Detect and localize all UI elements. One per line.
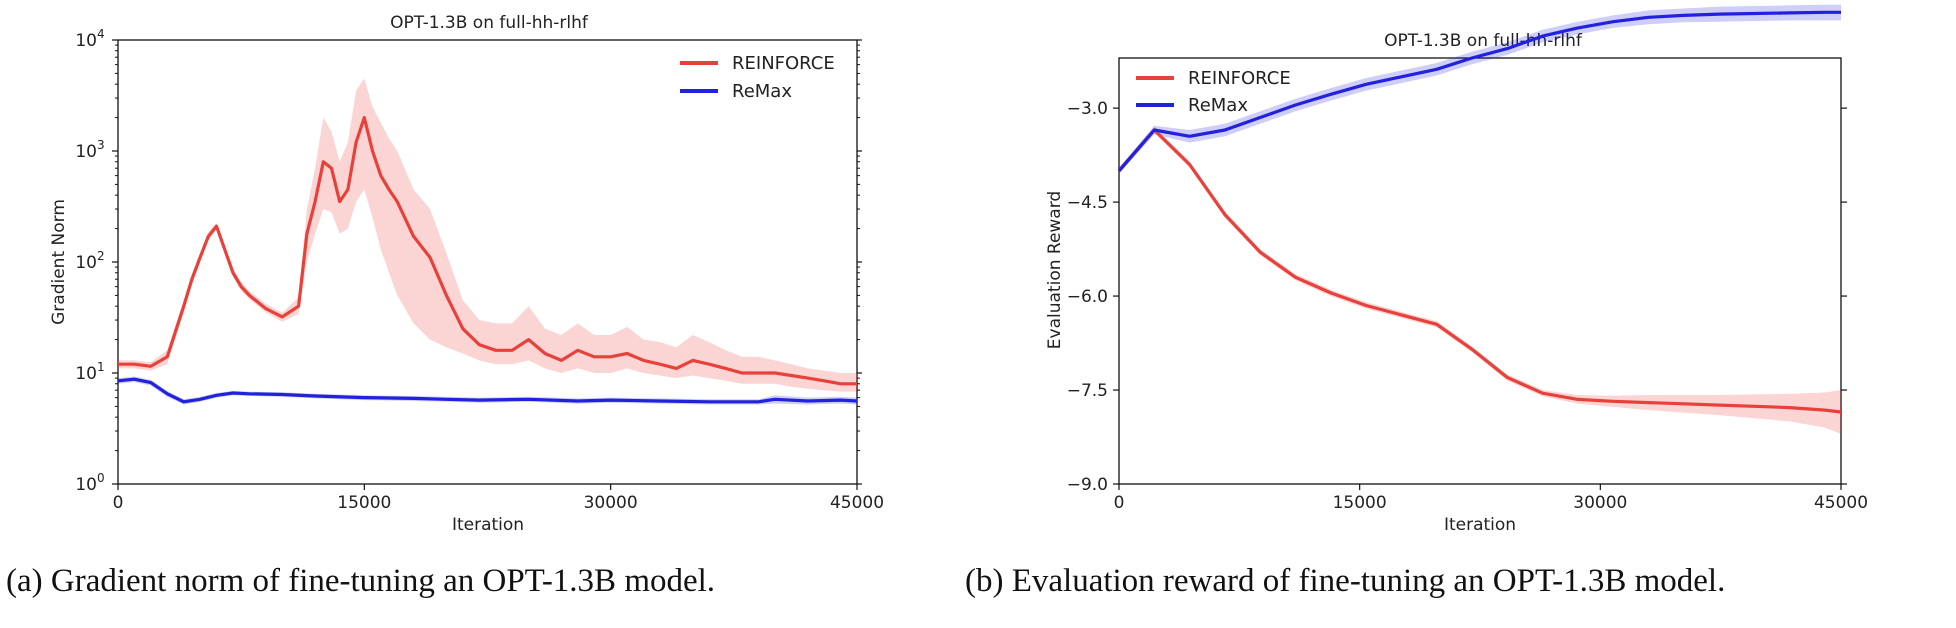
chart-b-ytick-label: −3.0 <box>1067 99 1108 119</box>
chart-a-legend-remax: ReMax <box>732 81 792 102</box>
caption-b: (b) Evaluation reward of fine-tuning an … <box>965 563 1726 599</box>
chart-a-lines <box>117 115 858 404</box>
chart-b-ylabel: Evaluation Reward <box>1045 191 1065 349</box>
chart-b-y-ticks: −3.0 −4.5 −6.0 −7.5 −9.0 <box>1067 99 1847 495</box>
chart-b-ytick-label: −4.5 <box>1067 193 1108 213</box>
chart-b-ytick-label: −6.0 <box>1067 287 1108 307</box>
chart-a-bands <box>118 78 857 405</box>
chart-b-bands <box>1119 4 1841 434</box>
chart-a-line-remax <box>117 377 858 404</box>
chart-b-band-reinforce <box>1119 126 1841 434</box>
chart-b-x-ticks: 0 15000 30000 45000 <box>1114 484 1868 513</box>
chart-b-legend-reinforce: REINFORCE <box>1188 68 1291 89</box>
chart-b-frame <box>1118 57 1842 485</box>
chart-a-xtick-label: 0 <box>113 493 124 513</box>
chart-a-ytick-label: 101 <box>75 360 104 384</box>
chart-a-xtick-label: 30000 <box>584 493 638 513</box>
chart-a-line-reinforce <box>118 115 857 386</box>
chart-b-xlabel: Iteration <box>1444 515 1516 535</box>
chart-b-xtick-label: 15000 <box>1333 493 1387 513</box>
gradient-norm-chart: OPT-1.3B on full-hh-rlhf 0 15000 30000 4500… <box>49 13 884 535</box>
chart-a-band-reinforce <box>118 78 857 392</box>
chart-a-ytick-label: 103 <box>75 138 104 162</box>
chart-a-ytick-label: 100 <box>75 471 104 495</box>
chart-a-ylabel: Gradient Norm <box>49 199 69 325</box>
chart-b-xtick-label: 45000 <box>1814 493 1868 513</box>
chart-a-xlabel: Iteration <box>452 515 524 535</box>
chart-b-xtick-label: 30000 <box>1573 493 1627 513</box>
chart-a-xtick-label: 15000 <box>337 493 391 513</box>
chart-b-lines <box>1117 10 1842 414</box>
chart-a-ytick-label: 102 <box>75 249 104 273</box>
evaluation-reward-chart: OPT-1.3B on full-hh-rlhf 0 15000 30000 4500… <box>1045 4 1868 535</box>
chart-b-line-reinforce <box>1117 128 1842 414</box>
chart-b-legend-remax: ReMax <box>1188 95 1248 116</box>
chart-a-x-ticks: 0 15000 30000 45000 <box>113 484 884 513</box>
chart-a-title: OPT-1.3B on full-hh-rlhf <box>390 13 589 33</box>
chart-a-xtick-label: 45000 <box>830 493 884 513</box>
chart-b-ytick-label: −7.5 <box>1067 381 1108 401</box>
chart-a-band-remax <box>118 376 857 405</box>
caption-a: (a) Gradient norm of fine-tuning an OPT-… <box>6 563 716 599</box>
chart-b-ytick-label: −9.0 <box>1067 475 1108 495</box>
chart-a-legend: REINFORCE ReMax <box>680 53 835 102</box>
chart-b-line-remax <box>1117 10 1841 172</box>
chart-b-title: OPT-1.3B on full-hh-rlhf <box>1384 31 1583 51</box>
chart-b-xtick-label: 0 <box>1114 493 1125 513</box>
chart-a-ytick-label: 104 <box>75 27 104 51</box>
chart-a-legend-reinforce: REINFORCE <box>732 53 835 74</box>
chart-b-legend: REINFORCE ReMax <box>1136 68 1291 116</box>
